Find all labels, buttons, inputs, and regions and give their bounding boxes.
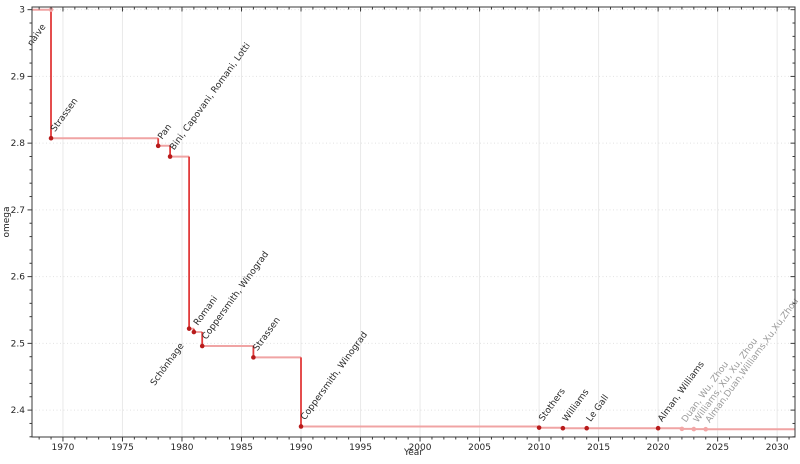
data-point-marker <box>48 135 54 141</box>
y-tick-label: 2.8 <box>11 139 26 149</box>
x-tick-label: 1980 <box>171 443 194 453</box>
data-point-marker <box>48 7 54 12</box>
data-point-marker <box>655 425 661 431</box>
x-tick-label: 2010 <box>528 443 551 453</box>
data-point-marker <box>298 424 304 429</box>
series-step-line-horizontal <box>32 8 795 431</box>
y-tick-label: 2.7 <box>11 206 25 216</box>
x-tick-label: 1975 <box>111 443 134 453</box>
data-point-marker <box>703 426 709 432</box>
x-tick-label: 1995 <box>349 443 372 453</box>
x-tick-label: 2030 <box>766 443 789 453</box>
x-tick-label: 1990 <box>290 443 313 453</box>
y-tick-label: 2.9 <box>11 72 26 82</box>
data-point-marker <box>536 425 542 430</box>
y-tick-label: 2.6 <box>11 273 26 283</box>
y-tick-label: 2.4 <box>11 406 26 416</box>
data-point-marker <box>584 425 589 431</box>
data-point-marker <box>186 326 192 331</box>
x-tick-label: 2005 <box>468 443 491 453</box>
x-tick-label: 2000 <box>409 443 432 453</box>
x-tick-label: 1985 <box>230 443 253 453</box>
y-tick-label: 3 <box>19 6 25 16</box>
x-tick-label: 2015 <box>587 443 610 453</box>
data-point-marker <box>691 426 697 432</box>
data-point-marker <box>167 154 173 159</box>
plot-border <box>31 6 796 438</box>
data-point-marker <box>191 329 197 335</box>
data-point-marker <box>560 425 566 431</box>
x-axis-label: Year <box>403 448 423 458</box>
y-tick-label: 2.5 <box>11 339 25 349</box>
x-tick-label: 2020 <box>647 443 670 453</box>
x-tick-label: 1970 <box>51 443 74 453</box>
y-axis-label: omega <box>2 206 12 237</box>
data-point-marker <box>251 355 256 360</box>
data-point-marker <box>679 426 685 432</box>
data-point-marker <box>155 143 161 149</box>
x-tick-label: 2025 <box>706 443 729 453</box>
data-point-marker <box>199 343 205 349</box>
